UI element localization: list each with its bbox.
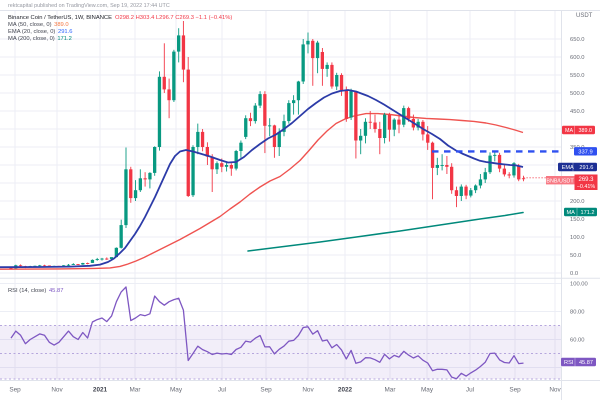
svg-text:RSI 45.87: RSI 45.87 — [564, 360, 593, 366]
svg-text:550.0: 550.0 — [570, 73, 585, 79]
svg-text:100.00: 100.00 — [570, 282, 588, 288]
svg-text:Binance Coin / TetherUS, 1W, B: Binance Coin / TetherUS, 1W, BINANCE O298… — [8, 15, 232, 21]
svg-text:600.0: 600.0 — [570, 55, 585, 61]
svg-text:EMA 291.6: EMA 291.6 — [562, 165, 594, 171]
svg-text:May: May — [170, 387, 183, 394]
svg-text:Sep: Sep — [509, 387, 521, 394]
svg-text:Nov: Nov — [302, 387, 314, 394]
svg-text:RSI (14, close) 45.87: RSI (14, close) 45.87 — [8, 288, 63, 294]
svg-text:500.0: 500.0 — [570, 91, 585, 97]
svg-text:MA 389.0: MA 389.0 — [565, 128, 592, 134]
svg-text:337.9: 337.9 — [578, 150, 593, 156]
svg-text:80.00: 80.00 — [570, 310, 585, 316]
svg-text:MA (50, close, 0) 389.0: MA (50, close, 0) 389.0 — [8, 22, 69, 28]
svg-text:MA 171.2: MA 171.2 — [567, 210, 595, 216]
svg-text:MA (200, close, 0) 171.2: MA (200, close, 0) 171.2 — [8, 36, 72, 42]
svg-text:Nov: Nov — [549, 387, 561, 394]
svg-text:0.0: 0.0 — [570, 271, 578, 277]
svg-text:650.0: 650.0 — [570, 37, 585, 43]
svg-text:USDT: USDT — [576, 13, 593, 19]
svg-text:269.3: 269.3 — [578, 177, 594, 183]
svg-text:200.0: 200.0 — [570, 199, 585, 205]
svg-text:2022: 2022 — [338, 387, 353, 394]
svg-text:May: May — [421, 387, 434, 394]
svg-text:−0.41%: −0.41% — [577, 184, 596, 190]
svg-text:60.00: 60.00 — [570, 338, 585, 344]
svg-text:Sep: Sep — [260, 387, 272, 394]
svg-text:450.0: 450.0 — [570, 109, 585, 115]
svg-text:Mar: Mar — [384, 387, 396, 394]
svg-text:50.0: 50.0 — [570, 253, 581, 259]
svg-text:EMA (20, close, 0) 291.6: EMA (20, close, 0) 291.6 — [8, 29, 73, 35]
svg-text:rektcapital published on Tradi: rektcapital published on TradingView.com… — [8, 3, 170, 9]
svg-text:2021: 2021 — [93, 387, 108, 394]
svg-text:BNB/USDT: BNB/USDT — [546, 178, 574, 184]
svg-text:150.0: 150.0 — [570, 217, 585, 223]
svg-text:Mar: Mar — [129, 387, 141, 394]
svg-text:Sep: Sep — [9, 387, 21, 394]
svg-text:Jul: Jul — [218, 387, 226, 394]
svg-text:100.0: 100.0 — [570, 235, 585, 241]
svg-text:Nov: Nov — [51, 387, 63, 394]
svg-text:Jul: Jul — [466, 387, 474, 394]
